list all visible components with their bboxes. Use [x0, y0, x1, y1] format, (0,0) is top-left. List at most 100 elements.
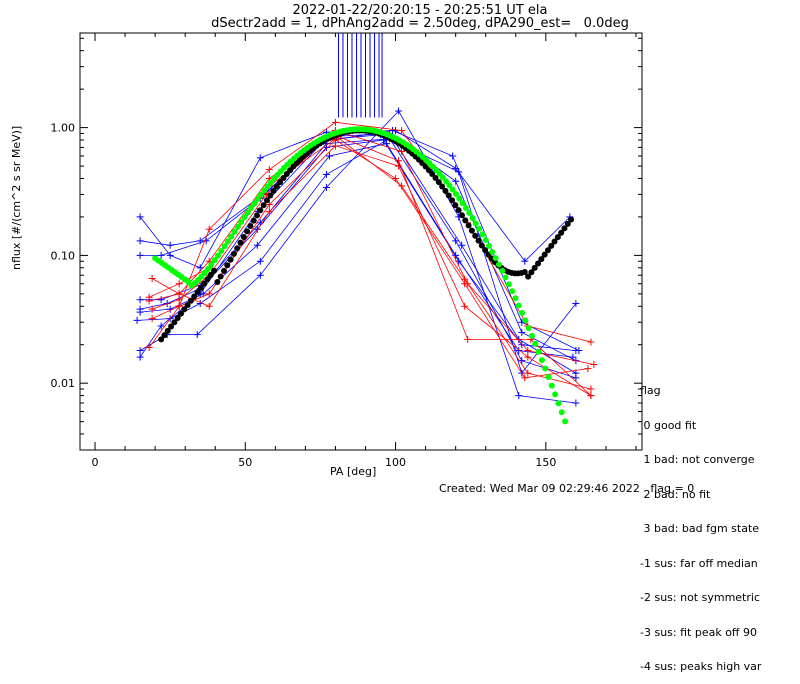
green-fit-point: [231, 228, 238, 235]
blue-series-point: [449, 152, 457, 160]
x-tick-label: 50: [238, 456, 252, 469]
blue-series-line: [140, 143, 573, 358]
blue-series-point: [136, 237, 144, 245]
green-fit-point: [532, 340, 539, 347]
green-fit-point: [254, 196, 261, 203]
legend-item: 2 bad: no fit: [640, 487, 711, 501]
black-fit-point: [445, 192, 452, 199]
blue-series-point: [136, 296, 144, 304]
x-tick-label: 100: [385, 456, 406, 469]
green-fit-point: [492, 255, 499, 262]
red-series-point: [395, 162, 403, 170]
blue-series-point: [253, 225, 261, 233]
black-fit-point: [177, 310, 184, 317]
black-fit-point: [171, 319, 178, 326]
legend-item: 3 bad: bad fgm state: [640, 522, 760, 535]
red-series-point: [148, 305, 156, 313]
green-fit-point: [185, 278, 192, 285]
black-fit-point: [475, 237, 482, 244]
red-series-point: [331, 142, 339, 150]
plot-frame: [79, 32, 643, 451]
green-fit-point: [482, 237, 489, 244]
black-fit-point: [250, 217, 257, 224]
red-series-point: [587, 392, 595, 400]
black-fit-point: [564, 220, 571, 227]
red-series-point: [265, 166, 273, 174]
green-fit-point: [228, 233, 235, 240]
green-fit-point: [241, 214, 248, 221]
green-fit-point: [466, 209, 473, 216]
black-fit-point: [429, 171, 436, 178]
fit-layer: [152, 126, 575, 425]
blue-series-point: [518, 341, 526, 349]
black-fit-point: [465, 222, 472, 229]
blue-series-line: [140, 139, 576, 351]
created-timestamp: Created: Wed Mar 09 02:29:46 2022: [439, 482, 640, 495]
black-fit-point: [181, 306, 188, 313]
green-fit-point: [459, 200, 466, 207]
red-series-point: [524, 353, 532, 361]
red-series-point: [461, 280, 469, 288]
green-fit-point: [214, 252, 221, 259]
blue-series-point: [572, 374, 580, 382]
blue-series-point: [572, 300, 580, 308]
blue-series-point: [256, 271, 264, 279]
red-series-point: [175, 290, 183, 298]
black-fit-point: [432, 175, 439, 182]
blue-series-point: [452, 237, 460, 245]
green-fit-point: [548, 382, 555, 389]
red-series-line: [151, 139, 588, 379]
green-fit-point: [469, 215, 476, 222]
black-fit-point: [561, 225, 568, 232]
green-fit-point: [257, 191, 264, 198]
black-fit-point: [174, 314, 181, 321]
black-fit-point: [244, 228, 251, 235]
black-fit-point: [201, 280, 208, 287]
green-fit-point: [529, 332, 536, 339]
green-fit-point: [489, 248, 496, 255]
black-fit-point: [452, 202, 459, 209]
flag-value: flag = 0: [650, 482, 695, 495]
black-fit-point: [455, 207, 462, 214]
flag-legend: flag 0 good fit 1 bad: not converge 2 ba…: [640, 362, 761, 684]
black-fit-point: [237, 239, 244, 246]
black-fit-point: [482, 247, 489, 254]
green-fit-point: [555, 400, 562, 407]
red-series-point: [205, 290, 213, 298]
black-fit-point: [521, 269, 528, 276]
blue-series-point: [166, 241, 174, 249]
blue-series-point: [256, 257, 264, 265]
black-fit-point: [548, 242, 555, 249]
black-fit-point: [544, 247, 551, 254]
green-fit-point: [221, 243, 228, 250]
red-series-point: [461, 302, 469, 310]
green-fit-point: [446, 182, 453, 189]
blue-series-point: [157, 296, 165, 304]
chart-title-line2: dSectr2add = 1, dPhAng2add = 2.50deg, dP…: [211, 16, 629, 31]
blue-series-point: [202, 237, 210, 245]
black-fit-point: [224, 262, 231, 269]
black-fit-point: [267, 192, 274, 199]
black-fit-point: [247, 222, 254, 229]
series-layer: [133, 33, 598, 407]
black-fit-point: [558, 229, 565, 236]
y-tick-label: 1.00: [51, 122, 76, 135]
legend-item: -3 sus: fit peak off 90: [640, 625, 757, 639]
chart-plot: 0 50 100 150 0.01 0.10 1.00: [51, 32, 643, 469]
black-fit-point: [568, 216, 575, 223]
black-fit-point: [525, 273, 532, 280]
black-fit-point: [439, 183, 446, 190]
green-fit-point: [535, 348, 542, 355]
red-series-point: [587, 338, 595, 346]
legend-item: 0 good fit: [640, 418, 697, 432]
black-fit-point: [273, 183, 280, 190]
red-series-point: [398, 126, 406, 134]
green-fit-point: [505, 281, 512, 288]
green-fit-point: [201, 269, 208, 276]
blue-series-line: [140, 134, 577, 374]
black-fit-point: [442, 187, 449, 194]
y-tick-label: 0.01: [51, 377, 76, 390]
blue-series-point: [136, 353, 144, 361]
black-fit-point: [168, 323, 175, 330]
green-fit-point: [439, 174, 446, 181]
